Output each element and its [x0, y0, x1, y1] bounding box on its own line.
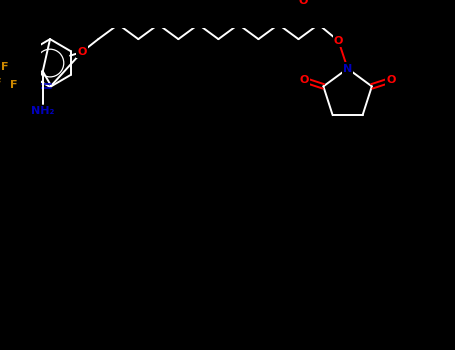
Text: NH₂: NH₂: [31, 106, 55, 116]
Text: F: F: [0, 78, 1, 88]
Text: F: F: [1, 62, 8, 72]
Text: O: O: [300, 75, 309, 85]
Text: O: O: [77, 47, 86, 57]
Text: O: O: [386, 75, 395, 85]
Text: O: O: [334, 36, 343, 46]
Text: O: O: [298, 0, 308, 6]
Text: F: F: [10, 80, 17, 90]
Text: N: N: [343, 64, 352, 74]
